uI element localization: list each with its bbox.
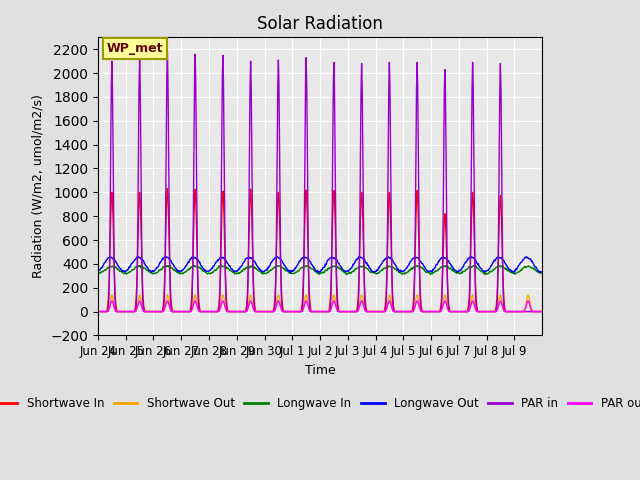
Legend: Shortwave In, Shortwave Out, Longwave In, Longwave Out, PAR in, PAR out: Shortwave In, Shortwave Out, Longwave In… bbox=[0, 392, 640, 414]
X-axis label: Time: Time bbox=[305, 364, 335, 377]
Title: Solar Radiation: Solar Radiation bbox=[257, 15, 383, 33]
Y-axis label: Radiation (W/m2, umol/m2/s): Radiation (W/m2, umol/m2/s) bbox=[32, 95, 45, 278]
Text: WP_met: WP_met bbox=[107, 42, 163, 55]
